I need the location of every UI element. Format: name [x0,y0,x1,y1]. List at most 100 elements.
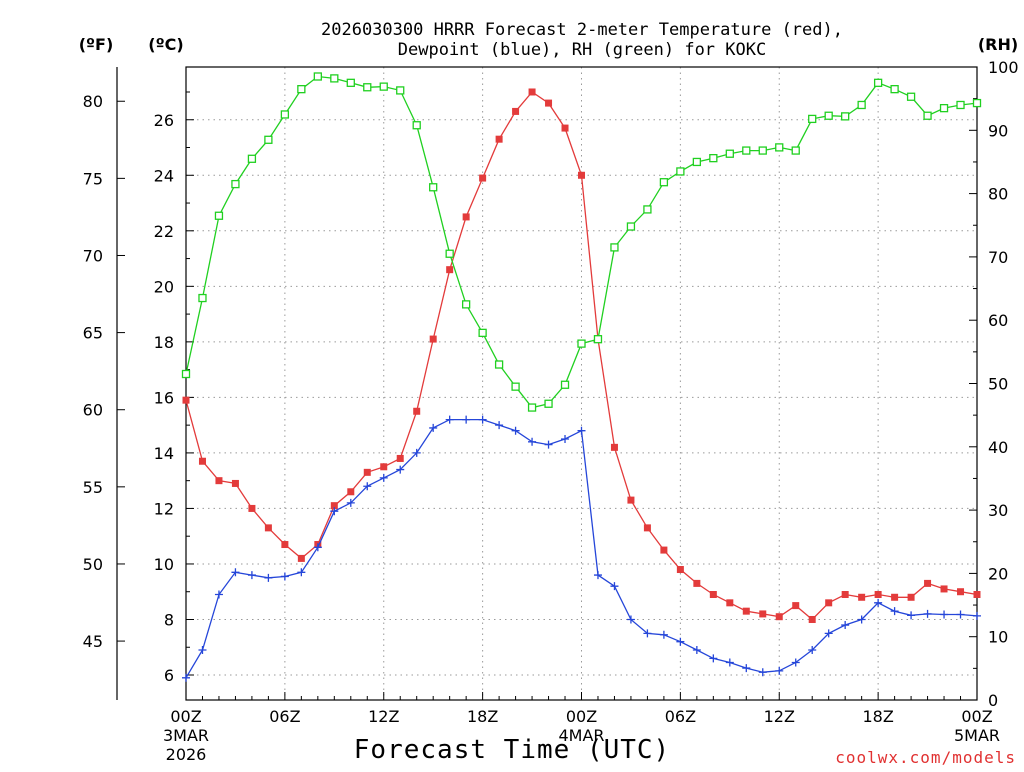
rh-tick-label: 30 [988,501,1008,520]
dewpoint-point [857,615,866,624]
celsius-tick-label: 12 [154,499,174,518]
temperature-point [693,579,701,587]
x-tick-label: 00Z [566,707,597,726]
dewpoint-point [346,498,355,507]
rh-point [297,85,306,94]
temperature-point [215,477,223,485]
axis-layer [116,66,978,701]
dewpoint-point [280,572,289,581]
rh-tick-label: 80 [988,185,1008,204]
dewpoint-point [593,571,602,580]
temperature-point [281,541,289,549]
rh-point [330,74,339,83]
temperature-point [858,593,866,601]
rh-point [461,300,471,309]
dewpoint-point [808,646,817,655]
temperature-point [561,124,569,132]
dewpoint-point [742,664,751,673]
dewpoint-point [198,646,207,655]
temperature-point [231,479,239,487]
dewpoint-point [214,590,223,599]
rh-point [742,146,751,155]
dewpoint-point [561,435,570,444]
series-temperature [182,88,981,623]
temperature-point [264,524,272,532]
rh-point [198,293,207,303]
x-tick-label: 12Z [764,707,795,726]
series-rh [181,72,982,412]
chart-title-line-2: Dewpoint (blue), RH (green) for KOKC [398,40,766,60]
rh-point [181,369,191,379]
rh-point [511,382,520,391]
celsius-tick-label: 8 [164,610,174,629]
series-dewpoint [182,415,981,682]
x-tick-label: 06Z [269,707,300,726]
temperature-point [347,488,355,496]
dewpoint-point [396,465,405,474]
dewpoint-point [874,598,883,607]
rh-tick-label: 50 [988,375,1008,394]
rh-point [890,85,899,94]
x-tick-date-label: 5MAR [954,726,1000,745]
rh-point [214,211,224,220]
fahrenheit-tick-label: 80 [83,92,103,111]
celsius-tick-label: 6 [164,666,174,685]
dewpoint-point [445,415,454,424]
dewpoint-point [429,423,438,432]
rh-unit-label: (RH) [978,35,1018,54]
temperature-point [973,591,981,598]
rh-point [709,154,718,163]
rh-point [676,167,685,176]
fahrenheit-unit-label: (ºF) [79,35,114,54]
rh-tick-label: 60 [988,311,1008,330]
temperature-point [643,524,651,532]
rh-point [923,111,932,120]
dewpoint-point [379,473,388,482]
temperature-point [297,554,305,562]
temperature-point [874,591,882,598]
temperature-point [726,599,734,607]
dewpoint-point [495,421,504,430]
dewpoint-point [544,440,553,449]
fahrenheit-tick-label: 70 [83,246,103,265]
temperature-point [709,591,717,598]
dewpoint-point [791,658,800,667]
text-layer: 2026030300 HRRR Forecast 2-meter Tempera… [79,20,1019,767]
rh-point [280,110,290,119]
rh-point [429,183,438,192]
temperature-point [528,88,536,96]
rh-point [544,399,553,408]
rh-point [396,86,405,95]
dewpoint-point [297,568,306,577]
rh-point [939,103,949,113]
rh-point [494,360,504,369]
x-tick-label: 18Z [467,707,498,726]
dewpoint-point [725,658,734,667]
rh-tick-label: 100 [988,58,1019,77]
temperature-point [495,135,503,143]
rh-tick-label: 40 [988,438,1008,457]
temperature-point [676,566,684,574]
temperature-point [198,457,206,465]
rh-tick-label: 70 [988,248,1008,267]
rh-point [972,98,982,108]
rh-point [841,112,850,121]
fahrenheit-tick-label: 60 [83,401,103,420]
temperature-point [759,610,767,618]
dewpoint-point [264,573,273,582]
dewpoint-point [775,666,784,675]
rh-point [577,339,586,348]
rh-point [247,154,257,163]
rh-point [231,179,240,189]
x-tick-label: 00Z [961,707,992,726]
rh-point [643,205,652,214]
rh-tick-label: 10 [988,628,1008,647]
dewpoint-point [462,415,471,424]
temperature-point [512,107,520,115]
dewpoint-point [313,543,322,552]
temperature-point [330,502,338,510]
dewpoint-point [923,609,932,618]
fahrenheit-tick-label: 45 [83,632,103,651]
temperature-point [940,585,948,593]
